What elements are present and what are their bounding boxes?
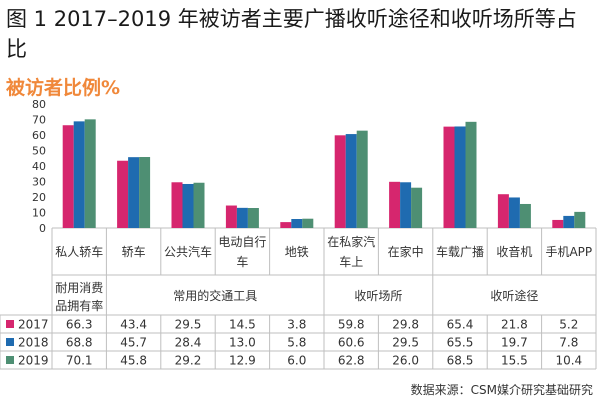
y-tick-label-7: 70	[32, 114, 46, 127]
bar-2019-3	[247, 208, 259, 228]
value-label-2019-0: 70.1	[66, 354, 93, 368]
value-label-2019-5: 62.8	[338, 354, 365, 368]
bar-2017-1	[117, 160, 129, 228]
y-tick-label-1: 10	[32, 207, 46, 220]
value-label-2018-7: 65.5	[447, 336, 474, 350]
bar-2019-7	[465, 121, 477, 228]
bar-2019-9	[574, 211, 586, 228]
value-label-2019-6: 26.0	[392, 354, 419, 368]
y-tick-label-3: 30	[32, 176, 46, 189]
legend-label-2019: 2019	[18, 354, 49, 368]
value-label-2017-9: 5.2	[559, 318, 578, 332]
source-note: 数据来源：CSM媒介研究基础研究	[410, 383, 593, 397]
category-label-0: 私人轿车	[55, 244, 103, 259]
bar-2019-8	[519, 203, 531, 228]
y-tick-label-8: 80	[32, 98, 46, 111]
bar-2019-4	[302, 218, 314, 228]
legend-swatch-2019	[6, 356, 14, 364]
bar-2019-6	[411, 187, 423, 228]
value-label-2017-2: 29.5	[175, 318, 202, 332]
group-label-0-line1: 品拥有率	[55, 298, 103, 313]
value-label-2018-2: 28.4	[175, 336, 202, 350]
group-label-3: 收听途径	[490, 288, 538, 303]
legend-label-2017: 2017	[18, 318, 49, 332]
value-label-2017-1: 43.4	[120, 318, 147, 332]
y-tick-label-6: 60	[32, 129, 46, 142]
category-label-9: 手机APP	[545, 245, 592, 259]
bar-2018-1	[128, 157, 140, 228]
chart-title: 图 1 2017–2019 年被访者主要广播收听途径和收听场所等占比	[6, 7, 577, 61]
value-label-2017-5: 59.8	[338, 318, 365, 332]
value-label-2018-1: 45.7	[120, 336, 147, 350]
bar-2018-4	[291, 219, 303, 228]
legend-label-2018: 2018	[18, 336, 49, 350]
value-label-2019-9: 10.4	[555, 354, 582, 368]
value-label-2018-8: 19.7	[501, 336, 528, 350]
category-label-5-line0: 在私家汽	[327, 234, 375, 249]
bar-2017-6	[389, 181, 401, 228]
y-tick-label-5: 50	[32, 145, 46, 158]
value-label-2019-8: 15.5	[501, 354, 528, 368]
bar-2017-4	[280, 222, 292, 228]
bar-2017-9	[552, 219, 564, 228]
bar-2017-0	[62, 125, 74, 228]
bar-2017-2	[171, 182, 183, 228]
value-label-2019-4: 6.0	[287, 354, 306, 368]
value-label-2017-4: 3.8	[287, 318, 306, 332]
value-label-2017-6: 29.8	[392, 318, 419, 332]
value-label-2018-4: 5.8	[287, 336, 306, 350]
category-label-4: 地铁	[285, 245, 309, 259]
bar-2018-5	[345, 134, 357, 228]
category-label-3-line0: 电动自行	[218, 235, 266, 249]
bar-2018-7	[454, 126, 466, 228]
bar-2019-2	[193, 182, 205, 228]
bar-2018-3	[236, 207, 248, 228]
value-label-2017-8: 21.8	[501, 318, 528, 332]
bar-2018-2	[182, 183, 194, 228]
value-label-2018-0: 68.8	[66, 336, 93, 350]
value-label-2017-7: 65.4	[447, 318, 474, 332]
y-tick-label-4: 40	[32, 160, 46, 173]
bar-2017-5	[334, 135, 346, 228]
value-label-2018-6: 29.5	[392, 336, 419, 350]
group-label-0-line0: 耐用消费	[55, 281, 103, 295]
bar-2019-0	[84, 119, 96, 228]
value-label-2019-2: 29.2	[175, 354, 202, 368]
category-label-6: 在家中	[388, 244, 424, 259]
group-label-1: 常用的交通工具	[173, 288, 257, 303]
legend-swatch-2017	[6, 320, 14, 328]
value-label-2019-1: 45.8	[120, 354, 147, 368]
bar-2017-7	[443, 126, 455, 228]
bar-2017-3	[225, 205, 237, 228]
category-label-7: 车载广播	[436, 244, 484, 259]
category-label-3-line1: 车	[236, 254, 248, 269]
bar-2019-1	[139, 157, 151, 228]
value-label-2018-9: 7.8	[559, 336, 578, 350]
bar-2018-0	[73, 121, 85, 228]
y-tick-label-0: 0	[39, 222, 46, 235]
value-label-2018-5: 60.6	[338, 336, 365, 350]
bar-2018-6	[400, 182, 412, 228]
category-label-1: 轿车	[122, 244, 146, 259]
value-label-2017-3: 14.5	[229, 318, 256, 332]
value-label-2019-3: 12.9	[229, 354, 256, 368]
category-label-8: 收音机	[496, 244, 532, 259]
category-label-5-line1: 车上	[339, 254, 363, 269]
value-label-2019-7: 68.5	[447, 354, 474, 368]
bar-2019-5	[356, 130, 368, 228]
bar-2017-8	[497, 194, 509, 228]
value-label-2018-3: 13.0	[229, 336, 256, 350]
value-label-2017-0: 66.3	[66, 318, 93, 332]
bar-2018-8	[508, 197, 520, 228]
group-label-2: 收听场所	[354, 289, 402, 303]
category-label-2: 公共汽车	[164, 244, 212, 259]
bar-2018-9	[563, 215, 575, 228]
y-axis-label: 被访者比例%	[6, 77, 121, 99]
legend-swatch-2018	[6, 338, 14, 346]
y-tick-label-2: 20	[32, 191, 46, 204]
